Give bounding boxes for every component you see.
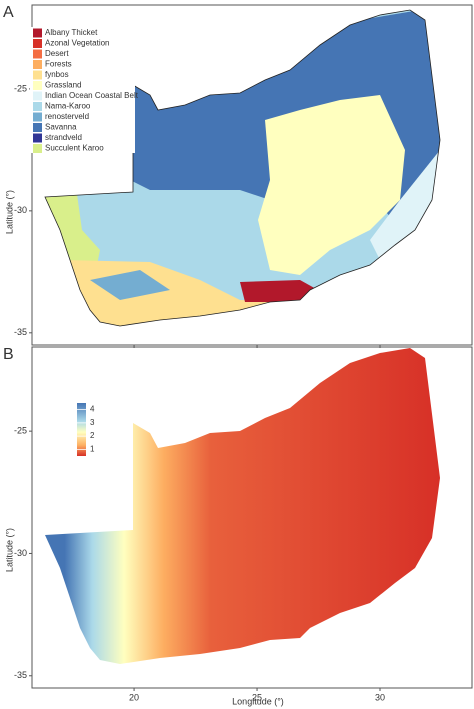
legend-swatch [33,70,42,80]
plot-frame [31,4,473,346]
y-tick-label: -35 [14,670,27,680]
x-tick-label: 20 [129,692,139,702]
x-axis-label: Longitude (°) [232,696,284,706]
panel-label: A [3,4,14,21]
legend-label: fynbos [45,70,69,79]
legend-swatch [33,28,42,38]
y-tick-label: -35 [14,327,27,337]
legend-swatch [33,81,42,90]
legend-label: Indian Ocean Coastal Belt [45,91,139,100]
biome-region [258,95,405,275]
biome-region [240,280,318,302]
plot-frame [31,346,473,689]
legend-label: Azonal Vegetation [45,39,110,48]
colorbar-tick-label: 2 [90,431,95,440]
panel-label: B [3,346,14,363]
colorbar-tick-label: 4 [90,405,95,414]
legend-swatch [33,144,42,153]
y-axis-label: Latitude (°) [4,190,14,234]
legend-label: Savanna [45,123,77,132]
y-tick-label: -25 [14,426,27,436]
legend-swatch [33,102,42,111]
colorbar [77,403,86,456]
legend-label: Succulent Karoo [45,144,104,153]
x-tick-label: 30 [375,692,385,702]
legend-label: Albany Thicket [45,28,98,37]
biome-region [45,180,100,275]
y-axis-label: Latitude (°) [4,528,14,572]
legend-label: Grassland [45,81,81,90]
y-tick-label: -25 [14,83,27,93]
y-tick-label: -30 [14,548,27,558]
legend-swatch [33,39,42,48]
legend-swatch [33,49,42,59]
legend-swatch [33,60,42,69]
legend-swatch [33,133,42,143]
biome-region [90,270,170,300]
legend-label: Desert [45,49,69,58]
colorbar-tick-label: 1 [90,444,95,453]
legend-swatch [33,91,42,101]
legend-label: renosterveld [45,112,89,121]
legend-label: Nama-Karoo [45,102,91,111]
colorbar-tick-label: 3 [90,418,95,427]
y-tick-label: -30 [14,205,27,215]
legend-swatch [33,123,42,132]
x-tick-label: 25 [252,692,262,702]
legend-swatch [33,112,42,122]
legend-label: strandveld [45,133,82,142]
legend-box [30,27,135,153]
legend-label: Forests [45,60,72,69]
heat-map [45,348,440,664]
